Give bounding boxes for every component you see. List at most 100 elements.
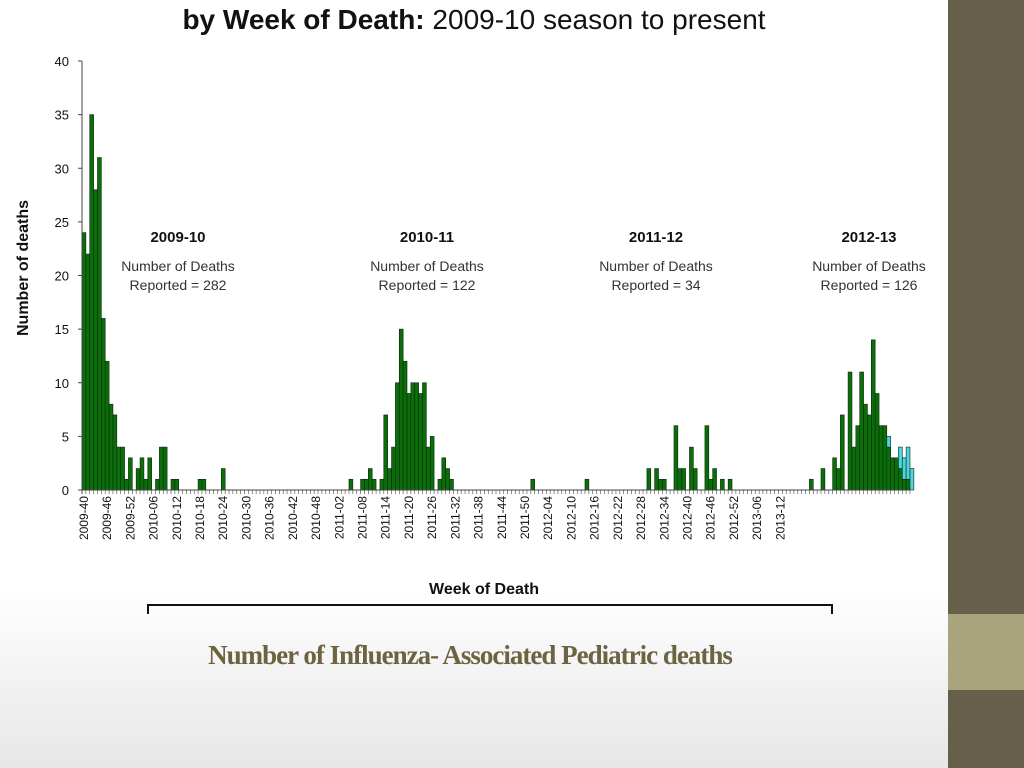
- bar-s0-69: [348, 478, 354, 491]
- bar-s0-210: [894, 457, 899, 491]
- x-tick-label-16: 2011-32: [448, 496, 462, 539]
- chart: 0 5 10 15 20 25 30 35 40 2009-40 2009-46 2009-52 201…: [15, 54, 926, 598]
- bar-s0-198: [847, 371, 853, 491]
- y-tick-label-20: 20: [55, 269, 69, 284]
- y-tick-label-35: 35: [55, 108, 69, 123]
- bar-s0-191: [820, 468, 826, 491]
- bar-s0-199: [851, 446, 857, 491]
- x-axis-title: Week of Death: [429, 581, 539, 598]
- bar-s0-30: [197, 478, 203, 491]
- bar-s0-200: [855, 425, 861, 491]
- season-note-line1-2011-12: Number of Deaths: [599, 258, 713, 274]
- season-label-2009-10: 2009-10: [150, 229, 205, 246]
- bar-s0-202: [863, 403, 868, 491]
- bar-s0-92: [437, 478, 443, 491]
- bar-s0-87: [418, 393, 423, 491]
- season-note-line1-2010-11: Number of Deaths: [370, 258, 484, 274]
- season-note-line1-2012-13: Number of Deaths: [812, 258, 926, 274]
- bar-s0-157: [689, 446, 694, 491]
- bar-s0-84: [406, 393, 412, 491]
- bar-s0-36: [220, 468, 226, 491]
- bar-s0-80: [391, 446, 396, 491]
- bar-s0-9: [116, 446, 121, 491]
- bar-s0-149: [658, 478, 663, 491]
- y-tick-label-5: 5: [62, 429, 69, 444]
- bar-s0-12: [128, 457, 133, 491]
- bar-s0-213: [905, 478, 911, 491]
- bar-s0-72: [360, 478, 365, 491]
- y-tick-label-40: 40: [55, 54, 69, 69]
- bar-s0-93: [441, 457, 446, 491]
- x-tick-label-30: 2013-12: [773, 496, 787, 540]
- bar-s0-79: [387, 468, 392, 491]
- bar-s0-95: [449, 478, 454, 491]
- bar-s0-5: [101, 318, 106, 491]
- bar-s0-201: [859, 371, 864, 491]
- bar-s0-74: [368, 468, 373, 491]
- y-tick-label-30: 30: [55, 161, 69, 176]
- bar-s0-10: [120, 446, 125, 491]
- chart-title-rest: 2009-10 season to present: [432, 4, 766, 35]
- bar-s0-94: [445, 468, 450, 491]
- x-tick-label-10: 2010-48: [309, 496, 323, 540]
- x-tick-label-18: 2011-44: [495, 496, 509, 539]
- bar-s0-21: [162, 446, 168, 491]
- season-label-2012-13: 2012-13: [841, 229, 896, 246]
- bar-s0-1: [85, 253, 91, 491]
- bar-s0-209: [890, 457, 895, 491]
- bar-s0-130: [584, 478, 590, 491]
- bar-s0-161: [704, 425, 710, 491]
- bar-s0-207: [882, 425, 888, 491]
- x-tick-label-12: 2011-08: [356, 496, 370, 539]
- x-tick-label-5: 2010-18: [193, 496, 207, 540]
- y-tick-label-25: 25: [55, 215, 69, 230]
- x-tick-label-17: 2011-38: [472, 496, 486, 539]
- bar-s0-86: [414, 382, 419, 491]
- side-accent: [948, 614, 1024, 690]
- bar-s0-14: [135, 468, 141, 491]
- x-tick-label-6: 2010-24: [216, 496, 230, 540]
- season-label-2011-12: 2011-12: [629, 229, 683, 246]
- bar-s0-20: [159, 446, 164, 491]
- bar-s0-2: [89, 114, 94, 491]
- season-note-line1-2009-10: Number of Deaths: [121, 258, 235, 274]
- bar-s0-116: [530, 478, 535, 491]
- bar-s0-153: [673, 425, 679, 491]
- season-note-line2-2009-10: Reported = 282: [130, 277, 227, 293]
- x-tick-label-0: 2009-40: [77, 496, 91, 540]
- y-tick-label-10: 10: [55, 376, 69, 391]
- chart-title-bold: by Week of Death:: [182, 4, 425, 35]
- x-tick-label-1: 2009-46: [100, 496, 114, 540]
- bar-s0-81: [395, 382, 400, 491]
- bar-s0-194: [832, 457, 837, 491]
- bar-s0-204: [871, 339, 876, 491]
- bar-s0-148: [654, 468, 659, 491]
- x-tick-label-23: 2012-22: [611, 496, 625, 540]
- x-tick-label-9: 2010-42: [286, 496, 300, 540]
- x-tick-label-8: 2010-36: [263, 496, 277, 540]
- bar-s0-17: [147, 457, 152, 491]
- slide-background: [0, 590, 948, 768]
- bar-s0-212: [901, 478, 907, 491]
- x-tick-label-13: 2011-14: [379, 496, 393, 539]
- x-tick-label-20: 2012-04: [541, 496, 555, 540]
- bar-s0-8: [112, 414, 118, 491]
- slide-caption: Number of Influenza- Associated Pediatri…: [208, 640, 733, 670]
- season-label-2010-11: 2010-11: [400, 229, 454, 246]
- bar-s0-85: [410, 382, 416, 491]
- bar-s1-214: [909, 468, 915, 491]
- x-tick-label-4: 2010-12: [170, 496, 184, 540]
- x-tick-label-21: 2012-10: [564, 496, 578, 540]
- bar-s0-24: [174, 478, 180, 491]
- bar-s0-75: [371, 478, 377, 491]
- bar-s0-163: [712, 468, 717, 491]
- bar-s0-73: [364, 478, 369, 491]
- x-tick-label-24: 2012-28: [634, 496, 648, 540]
- x-tick-label-22: 2012-16: [588, 496, 602, 540]
- bar-s0-88: [422, 382, 427, 491]
- bar-s0-158: [693, 468, 698, 491]
- bar-s1-211: [898, 446, 903, 469]
- bar-s0-146: [646, 468, 652, 491]
- bar-s0-19: [155, 478, 160, 491]
- bar-s0-211: [898, 468, 903, 491]
